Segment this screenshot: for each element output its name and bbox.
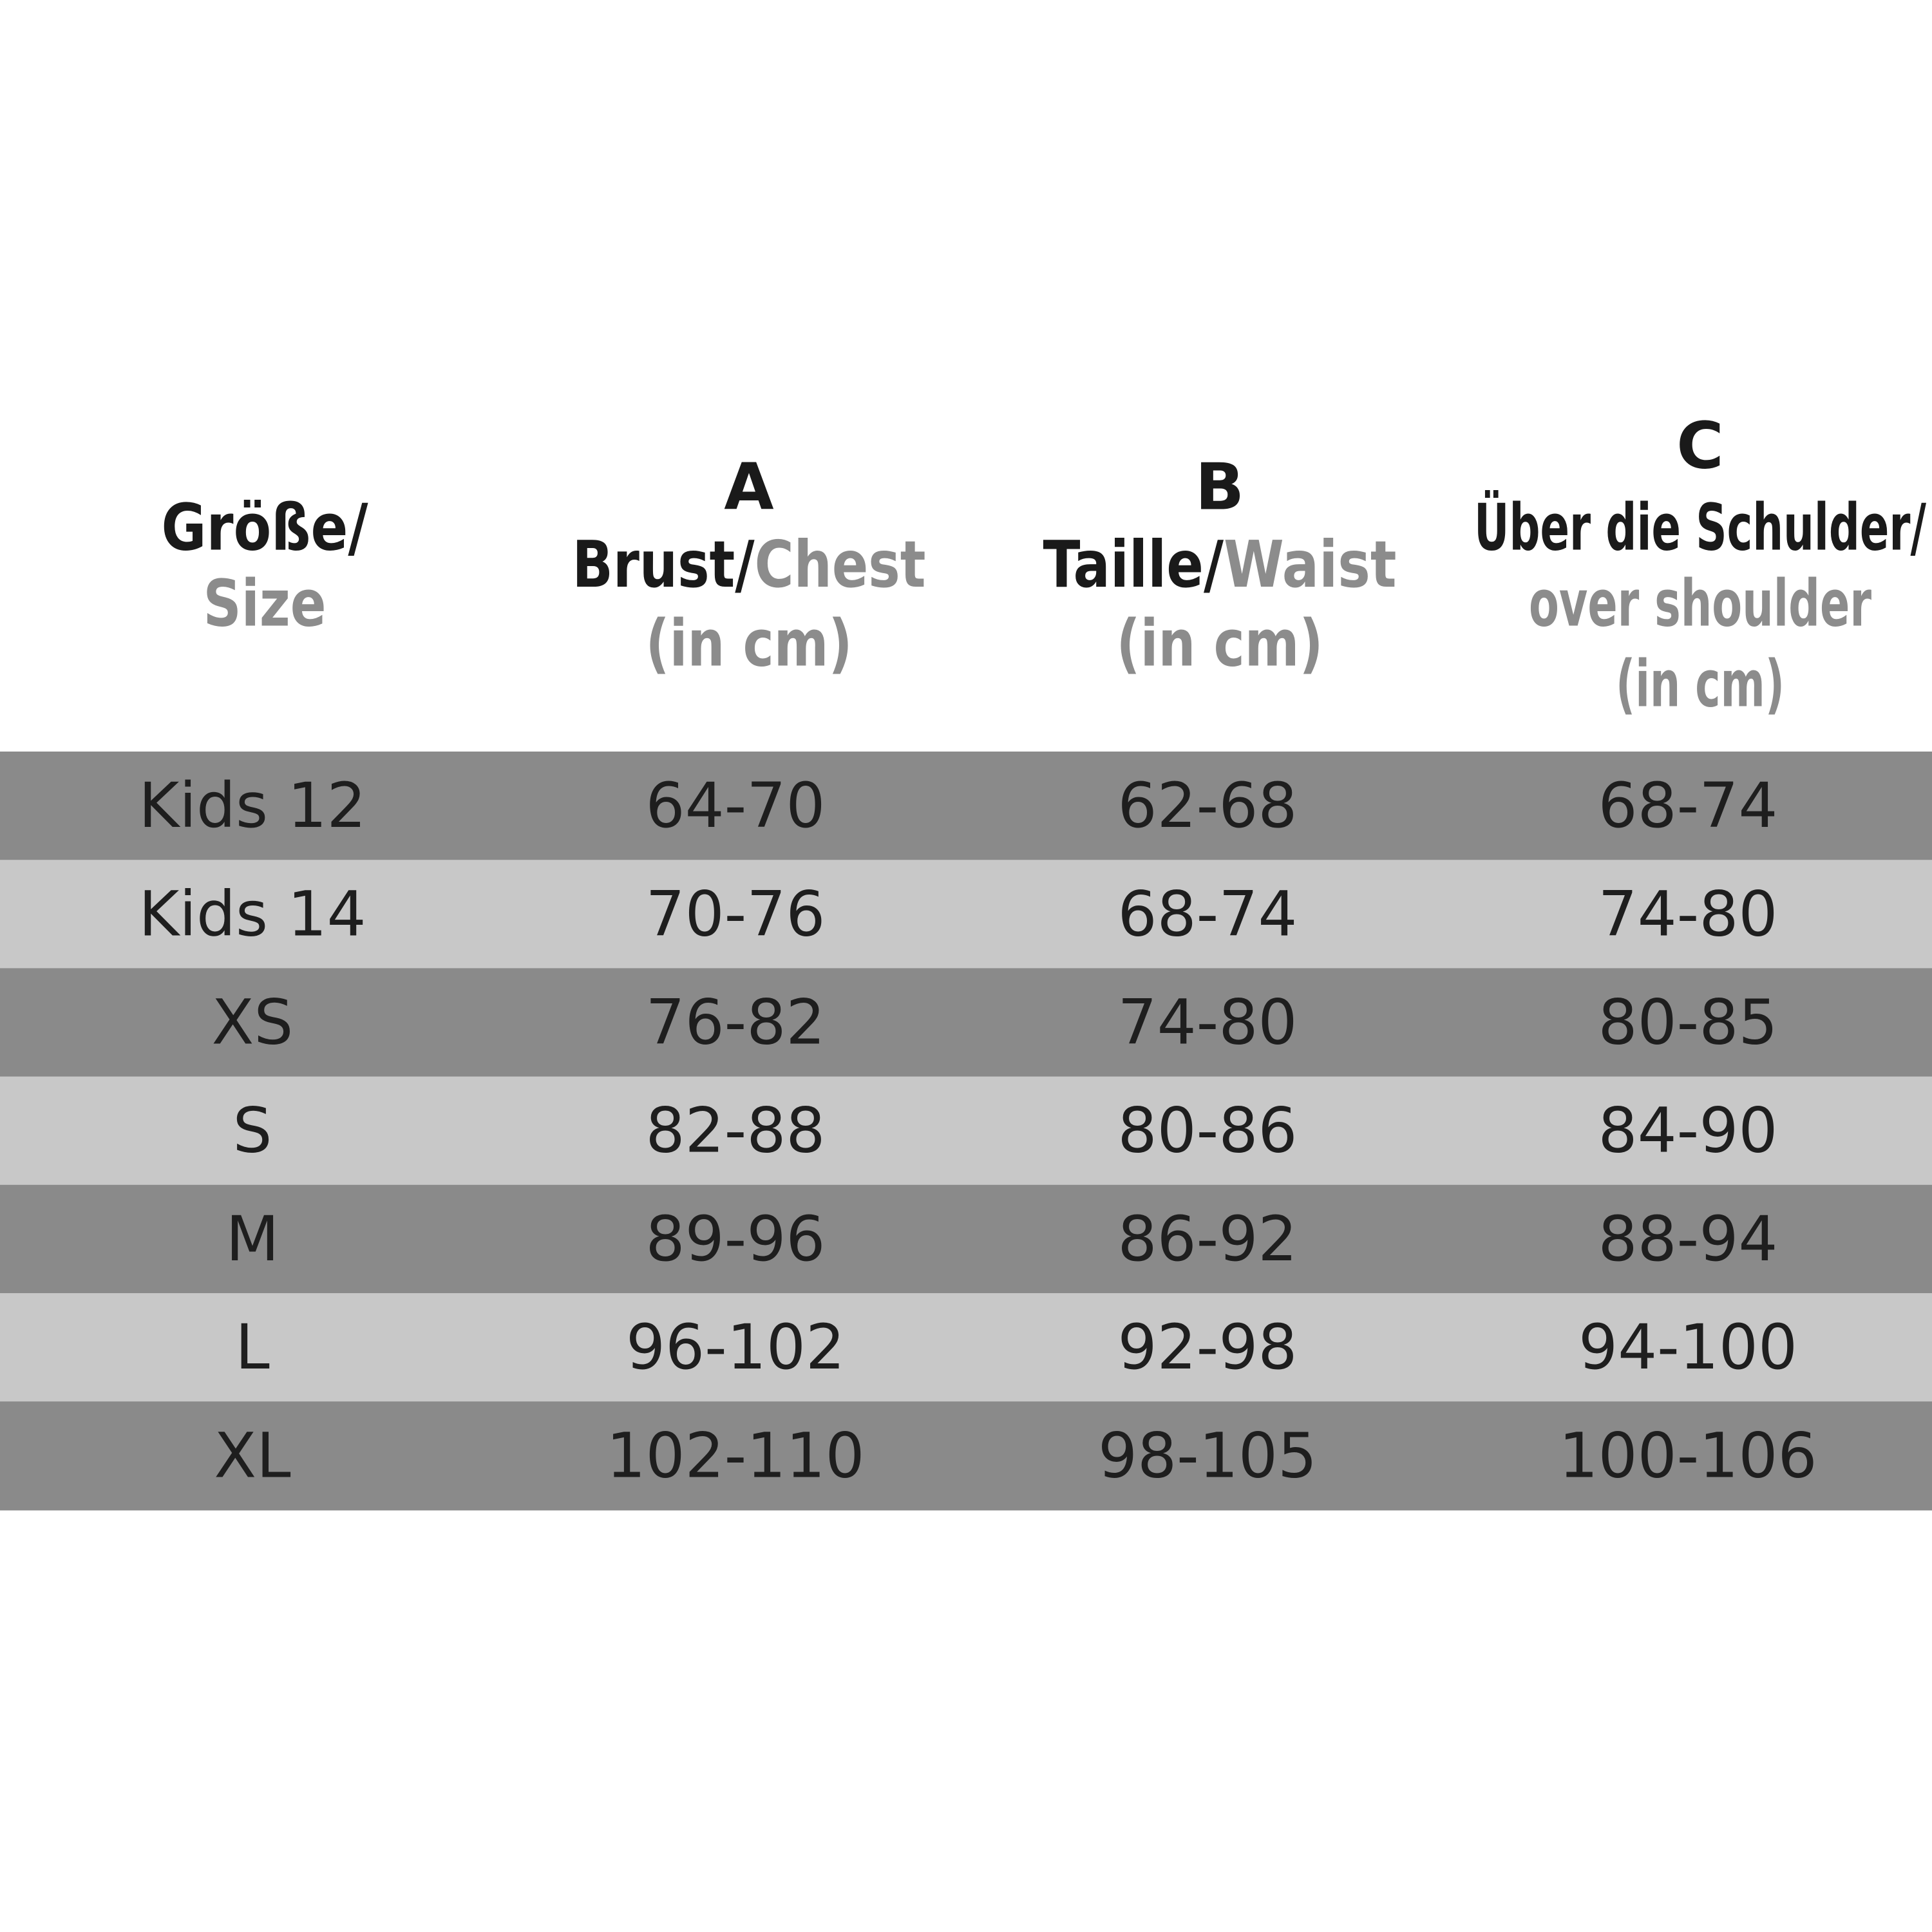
header-title-en: Chest [755, 527, 926, 602]
header-title-line: Taille/Waist [1043, 527, 1397, 602]
header-letter: C [1676, 408, 1723, 484]
measure-cell: 64-70 [646, 770, 826, 842]
table-row [0, 1184, 1932, 1294]
measure-cell: 92-98 [1118, 1311, 1298, 1383]
table-row [0, 1076, 1932, 1186]
measure-cell: 74-80 [1118, 987, 1298, 1059]
header-title: Taille/ [1043, 527, 1224, 602]
size-cell: XS [212, 987, 294, 1059]
measure-cell: 98-105 [1098, 1419, 1317, 1492]
table-row [0, 860, 1932, 969]
header-title: Über die Schulder/ [1474, 490, 1926, 565]
measure-cell: 96-102 [626, 1311, 845, 1383]
measure-cell: 84-90 [1598, 1095, 1778, 1167]
size-cell: Kids 14 [138, 878, 366, 950]
measure-cell: 74-80 [1598, 878, 1778, 950]
size-cell: Kids 12 [138, 770, 366, 842]
table-row [0, 1293, 1932, 1403]
header-title-en: Size [204, 566, 327, 641]
header-unit: (in cm) [1117, 606, 1323, 681]
measure-cell: 80-86 [1118, 1095, 1298, 1167]
table-row [0, 1401, 1932, 1511]
size-cell: XL [214, 1419, 290, 1492]
header-title-en: Waist [1224, 527, 1396, 602]
measure-cell: 76-82 [646, 987, 826, 1059]
measure-cell: 82-88 [646, 1095, 826, 1167]
measure-cell: 68-74 [1598, 770, 1778, 842]
measure-cell: 86-92 [1118, 1203, 1298, 1275]
header-title-en: over shoulder [1529, 566, 1871, 641]
measure-cell: 89-96 [646, 1203, 826, 1275]
measure-cell: 62-68 [1118, 770, 1298, 842]
header-title-line: Brust/Chest [573, 527, 926, 602]
header-title: Größe/ [162, 490, 368, 565]
header-unit: (in cm) [1616, 647, 1785, 722]
table-row [0, 752, 1932, 861]
header-title: Brust/ [573, 527, 755, 602]
measure-cell: 70-76 [646, 878, 826, 950]
table-row [0, 968, 1932, 1077]
header-letter: A [724, 450, 773, 525]
header-letter: B [1195, 450, 1244, 525]
header-unit: (in cm) [646, 606, 853, 681]
size-cell: M [226, 1203, 279, 1275]
measure-cell: 102-110 [606, 1419, 864, 1492]
measure-cell: 94-100 [1578, 1311, 1797, 1383]
measure-cell: 80-85 [1598, 987, 1778, 1059]
measure-cell: 88-94 [1598, 1203, 1778, 1275]
measure-cell: 100-106 [1558, 1419, 1817, 1492]
size-cell: L [235, 1311, 269, 1383]
size-cell: S [233, 1095, 272, 1167]
measure-cell: 68-74 [1118, 878, 1298, 950]
